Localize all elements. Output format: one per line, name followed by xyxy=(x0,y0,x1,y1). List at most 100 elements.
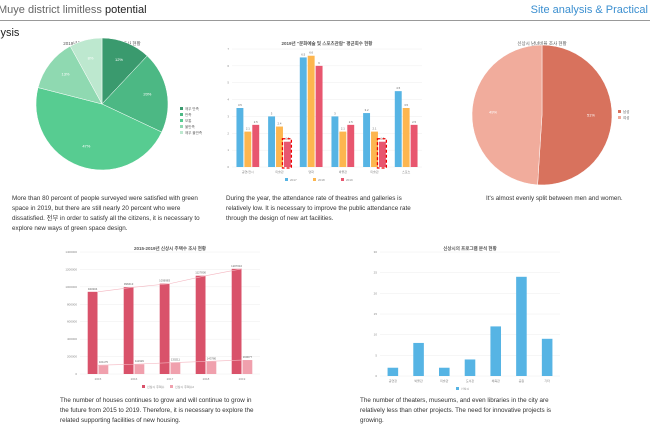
data-label: 2.5 xyxy=(254,120,258,124)
section-link[interactable]: Site analysis & Practical xyxy=(530,4,648,16)
legend-label: 2018 xyxy=(318,178,325,182)
legend-label: 여성 xyxy=(623,115,629,120)
data-label: 3.5 xyxy=(404,103,408,107)
caption-programs: The number of theaters, museums, and eve… xyxy=(360,397,551,424)
data-label: 6.6 xyxy=(309,51,313,55)
attendance-bar-chart: 2019년 "문화예술 및 스포츠관람" 평균회수 현황 0 1 2 3 4 5 6 7 공연/전… xyxy=(227,40,422,182)
y-tick-label: 5 xyxy=(227,81,229,85)
pie-slice xyxy=(537,44,613,186)
data-label: 2.4 xyxy=(278,122,282,126)
y-tick-label: 5 xyxy=(375,353,377,357)
data-label: 130211 xyxy=(171,358,181,362)
y-tick-label: 6 xyxy=(227,64,229,68)
x-tick-label: 스포츠 xyxy=(402,170,411,174)
y-tick-label: 25 xyxy=(374,271,378,275)
bar xyxy=(516,276,527,376)
chart-title: 신상시 남녀비율 조사 현황 xyxy=(517,40,566,47)
slice-label: 13% xyxy=(61,72,69,77)
y-tick-label: 200000 xyxy=(67,355,77,359)
data-label: 143780 xyxy=(207,356,217,360)
slice-label: 47% xyxy=(82,143,90,148)
legend-swatch xyxy=(456,387,459,390)
legend-label: 신상시 주택수2 xyxy=(175,384,194,389)
data-label: 3.5 xyxy=(238,103,242,107)
bar xyxy=(195,275,206,374)
y-tick-label: 0 xyxy=(75,372,77,376)
legend-swatch xyxy=(618,116,621,119)
bar xyxy=(387,367,399,376)
x-tick-label: 2017 xyxy=(167,377,174,381)
data-label: 2.1 xyxy=(373,127,377,131)
y-tick-label: 2 xyxy=(227,131,229,135)
legend-swatch xyxy=(180,131,183,134)
data-label: 1036983 xyxy=(159,279,170,283)
bar xyxy=(363,113,371,167)
bar xyxy=(394,91,402,167)
data-label: 3 xyxy=(334,111,336,115)
legend-swatch xyxy=(180,107,183,110)
y-tick-label: 1000000 xyxy=(65,285,77,289)
y-tick-label: 400000 xyxy=(67,337,77,341)
bar xyxy=(242,360,253,374)
bar xyxy=(244,131,252,167)
bar xyxy=(87,291,98,374)
x-tick-label: 영화 xyxy=(308,169,314,174)
data-label: 6.5 xyxy=(301,52,305,56)
legend-label: 보통 xyxy=(185,118,192,123)
x-tick-label: 2015 xyxy=(95,377,102,381)
bar xyxy=(464,359,476,376)
data-label: 1207010 xyxy=(231,264,242,268)
bar xyxy=(402,108,410,167)
program-bar-chart: 신상시의 프로그램 분석 현황 0 5 10 15 20 25 30 공연장 박물관 미술관 도서관 체… xyxy=(374,245,560,390)
bar xyxy=(206,361,217,374)
bar xyxy=(98,365,109,374)
pie-slice xyxy=(35,87,163,171)
y-tick-label: 20 xyxy=(374,291,378,295)
y-tick-label: 600000 xyxy=(67,320,77,324)
y-tick-label: 15 xyxy=(374,312,378,316)
header: Muye district limitless potential Site a… xyxy=(0,0,650,21)
gender-pie-chart: 신상시 남녀비율 조사 현황 51% 남성 49% 여성 xyxy=(471,40,629,186)
legend-label: 매우 만족 xyxy=(185,106,200,111)
slice-label: 8% xyxy=(88,55,94,60)
data-label: 101175 xyxy=(99,360,109,364)
legend-swatch xyxy=(180,125,183,128)
x-tick-label: 기타 xyxy=(544,378,550,383)
slice-label: 20% xyxy=(143,91,151,96)
legend-label: 신상시 주택수 xyxy=(147,384,165,389)
x-tick-label: 공연/전시 xyxy=(242,169,254,174)
bar xyxy=(276,126,283,167)
legend-label: 2019 xyxy=(346,178,353,182)
highlight-box xyxy=(376,138,388,169)
bar xyxy=(490,326,501,376)
bar xyxy=(134,364,145,374)
bar xyxy=(283,141,291,167)
trend-line xyxy=(97,359,243,366)
y-tick-label: 1400000 xyxy=(65,250,77,254)
data-label: 160077 xyxy=(243,355,253,359)
bar xyxy=(439,367,450,376)
pie-slice xyxy=(471,44,543,186)
y-tick-label: 7 xyxy=(227,47,229,51)
housing-bar-chart: 2015-2019년 신상시 주택수 조사 현황 0 200000 400000 600… xyxy=(65,245,260,389)
legend-swatch xyxy=(142,385,145,388)
bar xyxy=(170,362,181,374)
data-label: 3 xyxy=(271,111,273,115)
page-title: Muye district limitless potential xyxy=(0,4,147,16)
x-tick-label: 공원 xyxy=(519,378,525,383)
bar xyxy=(371,131,378,167)
legend-label: 불만족 xyxy=(185,124,195,129)
bar xyxy=(307,55,315,167)
y-tick-label: 1 xyxy=(227,148,229,152)
x-tick-label: 도서관 xyxy=(466,378,475,383)
legend-label: 만족 xyxy=(185,112,192,117)
legend-swatch xyxy=(341,178,344,181)
bar xyxy=(339,131,347,167)
y-tick-label: 10 xyxy=(374,333,378,337)
y-tick-label: 1200000 xyxy=(65,267,77,271)
y-tick-label: 0 xyxy=(227,165,229,169)
data-label: 111929 xyxy=(135,359,144,363)
legend-swatch xyxy=(618,110,621,113)
x-tick-label: 박물관 xyxy=(339,169,348,174)
bar xyxy=(378,141,386,167)
